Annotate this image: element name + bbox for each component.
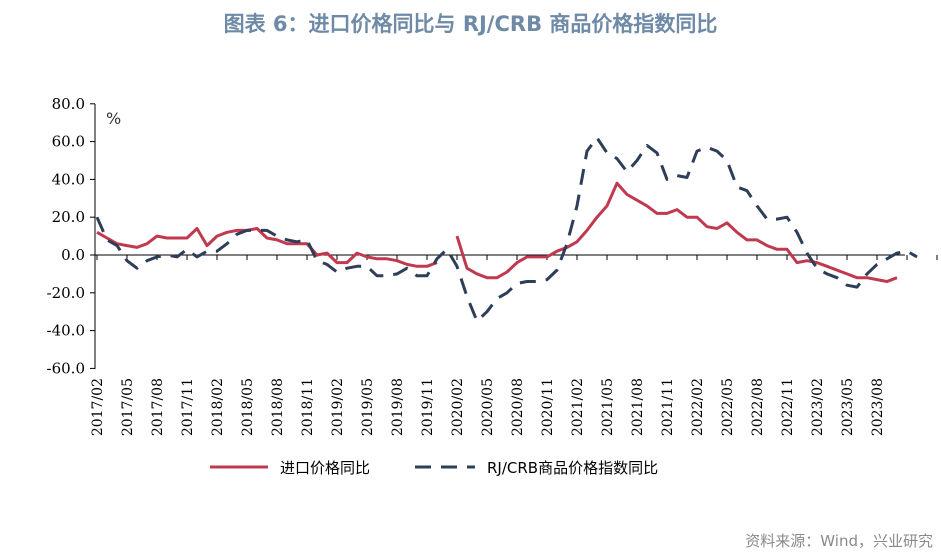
series-lines [95,136,918,323]
x-tick-label: 2023/08 [870,378,886,436]
x-tick-label: 2023/05 [840,378,856,436]
legend: 进口价格同比 RJ/CRB商品价格指数同比 [210,459,658,477]
y-tick-label: 20.0 [52,208,85,226]
x-tick-label: 2017/11 [180,378,196,436]
x-tick-label: 2019/11 [420,378,436,436]
x-tick-label: 2019/02 [330,378,346,436]
y-tick-label: 40.0 [52,170,85,188]
x-tick-label: 2021/05 [600,378,616,436]
y-tick-label: -20.0 [47,284,85,302]
x-tick-label: 2021/11 [660,378,676,436]
x-tick-label: 2018/08 [270,378,286,436]
x-tick-label: 2020/02 [450,378,466,436]
y-tick-label: -60.0 [47,359,85,377]
legend-label: RJ/CRB商品价格指数同比 [487,459,658,477]
x-tick-label: 2018/05 [240,378,256,436]
x-tick-label: 2019/05 [360,378,376,436]
x-tick-label: 2017/08 [150,378,166,436]
series-line-import-price [96,227,438,268]
x-tick-label: 2017/05 [120,378,136,436]
x-tick-label: 2020/11 [540,378,556,436]
x-tick-label: 2022/02 [690,378,706,436]
figure-title: 图表 6：进口价格同比与 RJ/CRB 商品价格指数同比 [223,12,718,36]
x-tick-label: 2023/02 [810,378,826,436]
x-tick-label: 2021/08 [630,378,646,436]
x-tick-label: 2022/05 [720,378,736,436]
y-tick-label: 60.0 [52,133,85,151]
x-axis: 2017/02 2017/05 2017/08 2017/11 2018/02 2018/… [90,254,938,436]
x-tick-label: 2020/05 [480,378,496,436]
series-line-rj-crb [95,136,918,323]
x-tick-label: 2022/11 [780,378,796,436]
source-note: 资料来源：Wind，兴业研究 [745,532,933,550]
x-tick-label: 2017/02 [90,378,106,436]
series-line-import-price [455,181,898,283]
y-axis: 80.0 60.0 40.0 20.0 0.0 -20.0 -40.0 -60.0 [47,95,96,377]
x-tick-label: 2021/02 [570,378,586,436]
y-tick-label: -40.0 [47,322,85,340]
legend-label: 进口价格同比 [280,459,370,477]
x-tick-label: 2022/08 [750,378,766,436]
x-tick-label: 2018/11 [300,378,316,436]
x-tick-label: 2020/08 [510,378,526,436]
x-tick-label: 2019/08 [390,378,406,436]
unit-label: % [106,109,121,128]
y-tick-label: 0.0 [61,246,85,264]
y-tick-label: 80.0 [52,95,85,113]
x-tick-label: 2018/02 [210,378,226,436]
